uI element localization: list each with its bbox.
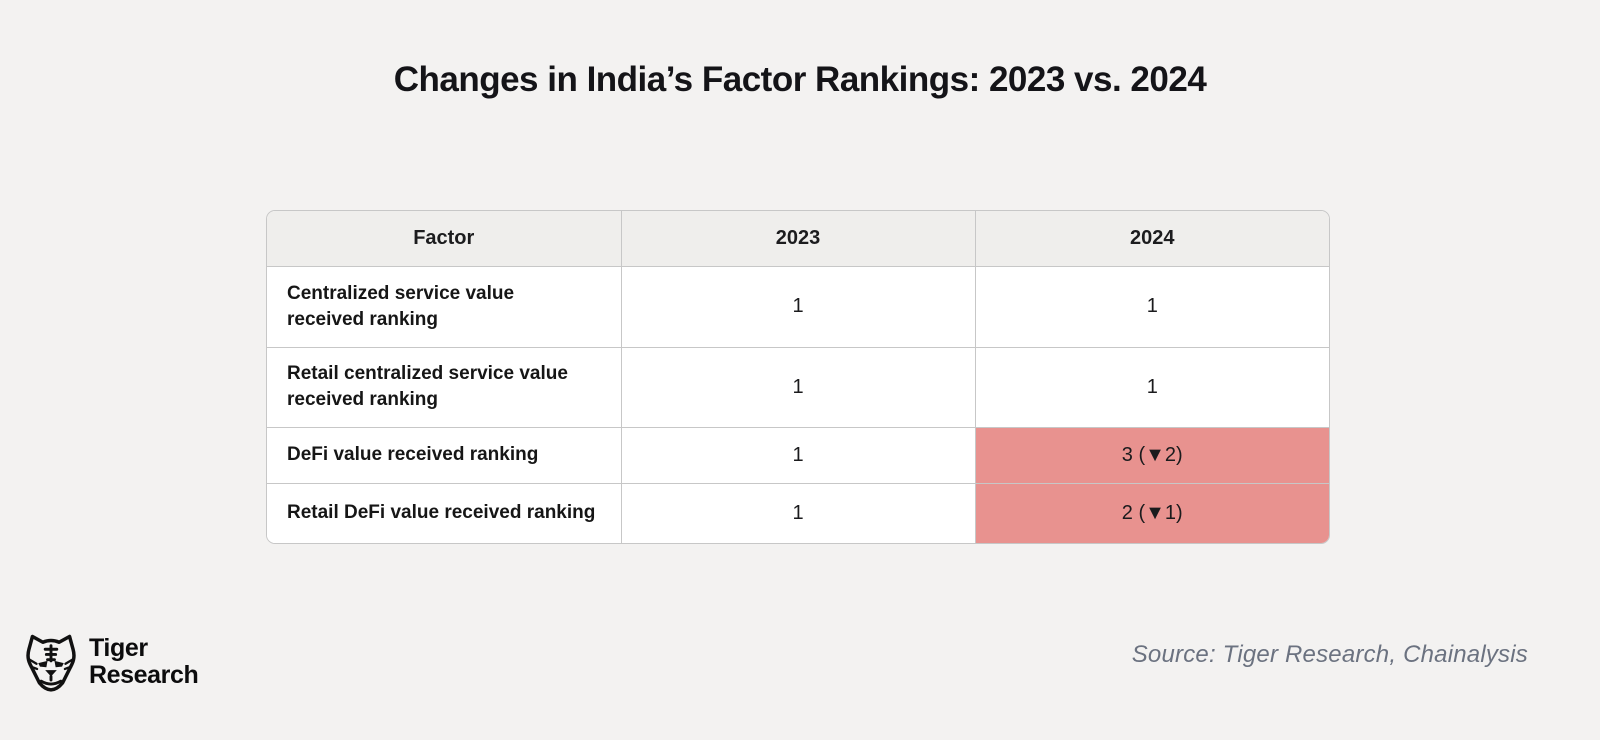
table-header-row: Factor 2023 2024 [267, 211, 1329, 267]
column-header-factor: Factor [267, 211, 622, 267]
page-title: Changes in India’s Factor Rankings: 2023… [393, 60, 1207, 99]
value-2024-cell: 1 [974, 265, 1329, 348]
value-2023-cell: 1 [620, 265, 976, 348]
logo-text-line1: Tiger [89, 634, 148, 662]
factor-cell: Centralized service value received ranki… [267, 265, 622, 348]
tiger-research-logo: Tiger Research [22, 630, 199, 694]
table-row: Centralized service value received ranki… [267, 265, 1329, 348]
table-row: Retail DeFi value received ranking 1 2 (… [267, 482, 1329, 543]
logo-text-line2: Research [89, 661, 199, 689]
table-row: Retail centralized service value receive… [267, 346, 1329, 428]
factor-rankings-table: Factor 2023 2024 Centralized service val… [267, 211, 1329, 543]
rankings-table: Factor 2023 2024 Centralized service val… [266, 210, 1330, 544]
value-2023-cell: 1 [620, 346, 976, 428]
factor-cell: DeFi value received ranking [267, 426, 622, 484]
table-row: DeFi value received ranking 1 3 (▼2) [267, 426, 1329, 484]
factor-cell: Retail centralized service value receive… [267, 346, 622, 428]
tiger-face-icon [26, 634, 76, 692]
source-attribution: Source: Tiger Research, Chainalysis [1131, 641, 1528, 668]
value-2024-cell: 3 (▼2) [974, 426, 1329, 484]
column-header-2024: 2024 [974, 211, 1329, 267]
value-2024-cell: 1 [974, 346, 1329, 428]
logo-wordmark: Tiger Research [89, 634, 199, 689]
value-2023-cell: 1 [620, 426, 976, 484]
value-2024-cell: 2 (▼1) [974, 482, 1329, 543]
value-2023-cell: 1 [620, 482, 976, 543]
column-header-2023: 2023 [620, 211, 976, 267]
factor-cell: Retail DeFi value received ranking [267, 482, 622, 543]
